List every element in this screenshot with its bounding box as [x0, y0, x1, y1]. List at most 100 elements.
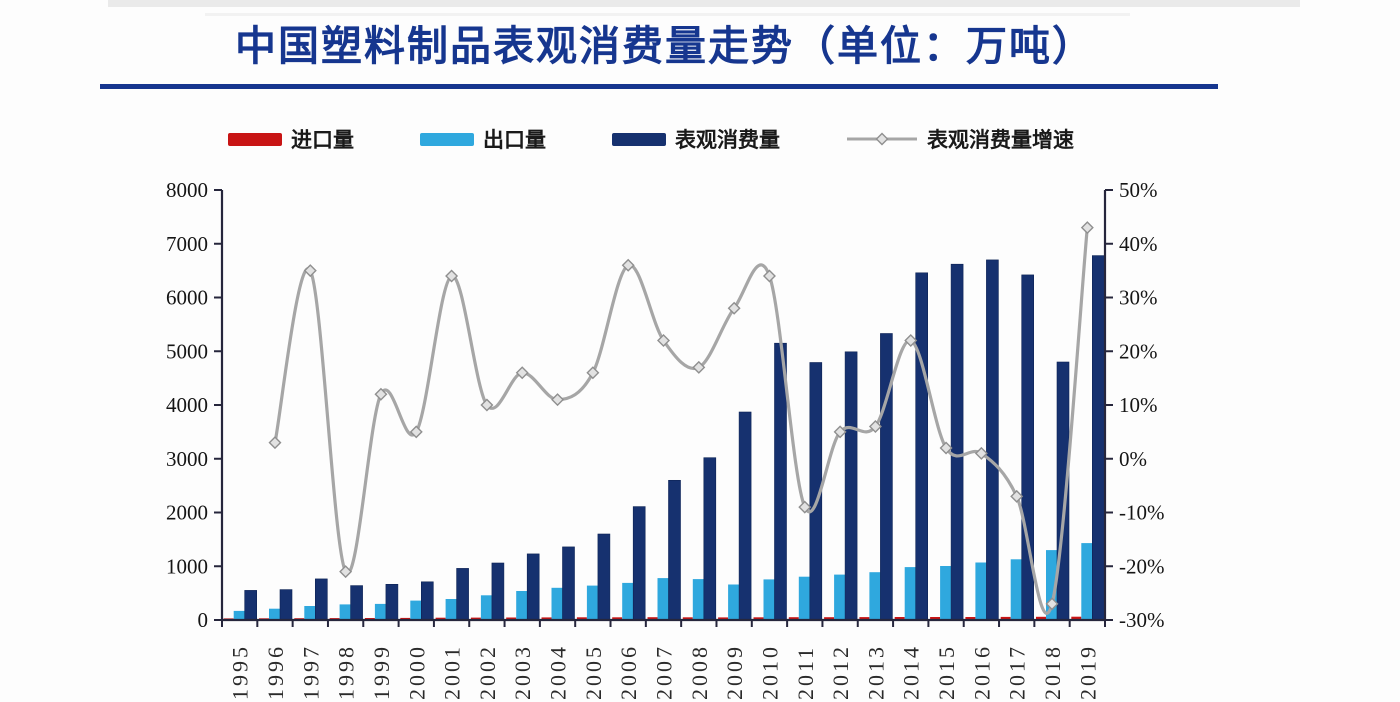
- bar-表观消费量-2013: [880, 333, 893, 621]
- growth-marker-diamond: [904, 334, 918, 347]
- bar-出口量-2001: [445, 599, 457, 620]
- left-tick-label: 6000: [166, 286, 208, 310]
- year-label-2018: 2018: [1040, 644, 1065, 700]
- right-tick-label: -20%: [1119, 554, 1165, 578]
- legend-item-growth: 表观消费量增速: [846, 124, 1074, 154]
- legend-label-growth: 表观消费量增速: [927, 128, 1074, 152]
- bar-表观消费量-2007: [668, 479, 681, 621]
- growth-line-swatch-icon: [847, 132, 917, 146]
- right-tick-label: 20%: [1119, 339, 1158, 363]
- bar-表观消费量-2004: [562, 546, 575, 621]
- year-label-2003: 2003: [510, 644, 535, 700]
- growth-line: [273, 226, 1089, 615]
- right-tick-label: 0%: [1119, 447, 1147, 471]
- legend-label-import: 进口量: [291, 128, 354, 152]
- left-tick-label: 3000: [166, 447, 208, 471]
- bar-表观消费量-1995: [244, 590, 257, 621]
- bar-出口量-2002: [480, 595, 492, 620]
- right-tick-label: 30%: [1119, 286, 1158, 310]
- year-label-2009: 2009: [722, 644, 747, 700]
- bar-表观消费量-2003: [526, 553, 540, 621]
- bar-进口量-2002: [470, 617, 481, 620]
- year-label-2011: 2011: [793, 645, 818, 700]
- bar-出口量-2015: [940, 566, 952, 620]
- bar-表观消费量-2002: [491, 562, 505, 621]
- growth-marker-diamond: [833, 425, 847, 439]
- right-tick-label: 10%: [1119, 393, 1158, 417]
- year-labels-group: 1995 1996 1997 1998 1999 2000 2001 2002 2003 2004…: [228, 644, 1101, 700]
- consumption-swatch-icon: [612, 132, 666, 146]
- left-tick-label: 0: [198, 608, 209, 632]
- bar-进口量-2008: [682, 617, 693, 620]
- ticks-group: [214, 189, 1113, 627]
- bar-进口量-2017: [1000, 616, 1011, 620]
- growth-marker-diamond: [657, 334, 670, 347]
- bar-出口量-2004: [551, 587, 563, 621]
- growth-marker-diamond: [727, 301, 741, 315]
- bar-表观消费量-2015: [950, 263, 964, 621]
- growth-marker-diamond: [268, 436, 282, 450]
- year-label-2012: 2012: [828, 644, 853, 700]
- bar-进口量-2016: [965, 617, 976, 620]
- bar-表观消费量-1997: [314, 578, 328, 621]
- bar-出口量-2006: [622, 582, 634, 620]
- growth-marker-diamond: [1010, 489, 1024, 503]
- growth-marker-diamond: [939, 441, 953, 455]
- chart-title: 中国塑料制品表观消费量走势（单位：万吨）: [235, 22, 1095, 70]
- bar-出口量-2009: [728, 584, 740, 620]
- year-label-2008: 2008: [687, 644, 712, 700]
- right-tick-label: -30%: [1119, 608, 1165, 632]
- bar-表观消费量-2006: [632, 506, 646, 621]
- year-label-1995: 1995: [228, 644, 253, 700]
- year-label-1998: 1998: [334, 644, 359, 700]
- bar-进口量-2014: [894, 617, 905, 620]
- chart-canvas: 0 1000 2000 3000 4000 5000 6000 7000 8000 -30% -20…: [166, 178, 1165, 700]
- year-label-2010: 2010: [757, 644, 782, 700]
- left-tick-label: 1000: [166, 554, 208, 578]
- bar-出口量-1998: [339, 604, 351, 620]
- year-label-2013: 2013: [863, 644, 888, 700]
- bar-出口量-2013: [869, 572, 881, 620]
- bar-出口量-1999: [374, 603, 386, 620]
- year-label-1996: 1996: [263, 644, 288, 700]
- legend-item-consumption: 表观消费量: [612, 124, 780, 154]
- bar-进口量-2006: [612, 617, 623, 620]
- export-swatch-icon: [420, 132, 474, 146]
- growth-marker-diamond: [692, 360, 706, 374]
- legend-diamond: [875, 132, 889, 146]
- growth-marker-diamond: [445, 269, 459, 283]
- growth-marker-diamond: [1080, 221, 1094, 235]
- year-label-2005: 2005: [581, 644, 606, 700]
- bar-进口量-2019: [1071, 616, 1082, 620]
- year-label-2004: 2004: [546, 644, 571, 700]
- bar-表观消费量-2001: [456, 568, 469, 621]
- growth-marker-diamond: [621, 258, 635, 272]
- growth-marker-diamond: [586, 366, 600, 380]
- bar-出口量-2019: [1081, 543, 1093, 620]
- bar-出口量-2016: [975, 562, 987, 620]
- bar-表观消费量-2009: [738, 411, 752, 621]
- legend-label-consumption: 表观消费量: [675, 128, 780, 152]
- year-label-2017: 2017: [1005, 644, 1030, 700]
- bar-出口量-2012: [834, 574, 846, 620]
- growth-marker-diamond: [798, 500, 812, 514]
- bar-进口量-2007: [647, 617, 658, 620]
- growth-marker-diamond: [762, 269, 776, 283]
- left-tick-label: 5000: [166, 339, 208, 363]
- legend-item-import: 进口量: [228, 124, 354, 154]
- year-label-2014: 2014: [899, 644, 924, 700]
- year-label-2000: 2000: [404, 644, 429, 700]
- chart-legend: 进口量 出口量 表观消费量 表观消费量增速: [228, 124, 1074, 154]
- growth-line-group: [268, 221, 1094, 615]
- right-tick-label: 40%: [1119, 232, 1158, 256]
- growth-marker-diamond: [1045, 597, 1059, 611]
- bar-出口量-1997: [304, 606, 316, 620]
- bar-出口量-2010: [763, 579, 775, 620]
- year-label-2001: 2001: [440, 644, 465, 700]
- bar-出口量-2014: [904, 567, 916, 620]
- bar-进口量-2001: [435, 617, 446, 620]
- bar-表观消费量-2019: [1092, 255, 1105, 621]
- bar-表观消费量-2014: [915, 272, 929, 621]
- right-tick-label: 50%: [1119, 178, 1158, 202]
- left-tick-label: 4000: [166, 393, 208, 417]
